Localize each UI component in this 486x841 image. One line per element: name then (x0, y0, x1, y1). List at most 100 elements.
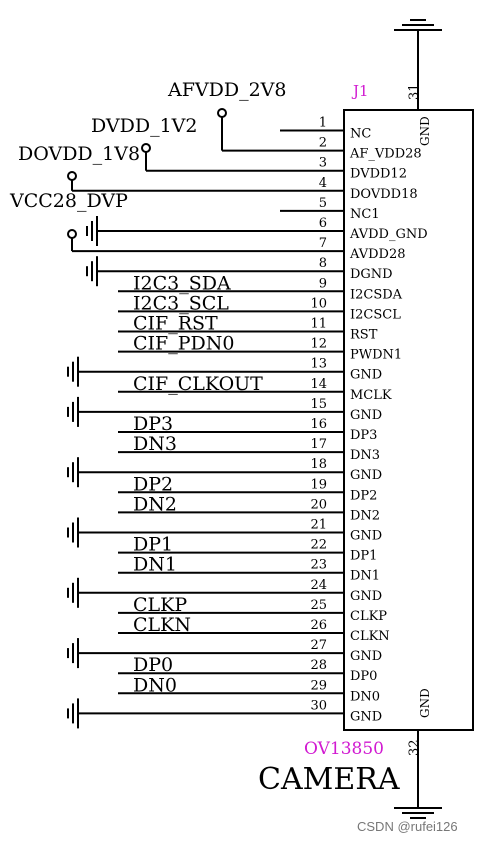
pin-name-3: DVDD12 (350, 167, 407, 182)
pin-name-11: RST (350, 328, 378, 343)
pin-number-26: 26 (310, 618, 327, 633)
pin-number-28: 28 (310, 658, 327, 673)
pin-number-25: 25 (310, 598, 327, 613)
pin-name-6: AVDD_GND (349, 227, 428, 242)
net-label-pin29: DN0 (133, 674, 177, 696)
designator: J1 (351, 82, 369, 100)
pin-number-19: 19 (310, 477, 327, 492)
top-pin-number: 31 (407, 83, 422, 100)
pin-number-2: 2 (319, 136, 327, 151)
pin-number-15: 15 (310, 397, 327, 412)
pin-number-9: 9 (319, 276, 327, 291)
net-label-pin22: DP1 (133, 534, 173, 556)
net-label-dvdd: DVDD_1V2 (91, 115, 198, 137)
ground-symbol-pin18 (67, 457, 79, 488)
pin-number-14: 14 (310, 377, 327, 392)
pin-name-17: DN3 (350, 448, 380, 463)
pin-name-1: NC (350, 127, 371, 142)
net-label-pin16: DP3 (133, 413, 173, 435)
net-label-pin11: CIF_RST (133, 313, 218, 335)
ground-symbol-bottom (394, 807, 442, 819)
ground-symbol-pin15 (67, 396, 79, 427)
pin-name-2: AF_VDD28 (349, 147, 422, 162)
pin-number-18: 18 (310, 457, 327, 472)
bottom-pin-name: GND (418, 688, 432, 718)
pin-number-11: 11 (310, 317, 327, 332)
power-port-afvdd (217, 108, 227, 118)
component-title: CAMERA (258, 762, 400, 797)
net-label-pin23: DN1 (133, 554, 177, 576)
ground-symbol-pin30 (67, 698, 79, 729)
pin-name-22: DP1 (350, 549, 377, 564)
power-port-dovdd (67, 171, 77, 181)
part-number: OV13850 (304, 739, 384, 759)
pin-number-21: 21 (310, 518, 327, 533)
symbols (67, 19, 474, 819)
pin-name-12: PWDN1 (350, 348, 402, 363)
net-label-dovdd: DOVDD_1V8 (18, 143, 140, 165)
pin-name-21: GND (350, 529, 382, 544)
pin-number-1: 1 (319, 116, 327, 131)
pin-name-28: DP0 (350, 669, 377, 684)
pin-number-30: 30 (310, 698, 327, 713)
pin-number-23: 23 (310, 558, 327, 573)
net-label-pin10: I2C3_SCL (133, 292, 229, 314)
pin-name-20: DN2 (350, 508, 380, 523)
pin-number-4: 4 (319, 176, 327, 191)
pin-number-20: 20 (310, 497, 327, 512)
net-label-pin17: DN3 (133, 433, 177, 455)
ground-symbol-pin6 (86, 216, 98, 246)
net-label-pin9: I2C3_SDA (133, 272, 231, 294)
pin-name-14: MCLK (350, 388, 392, 403)
pin-number-16: 16 (310, 417, 327, 432)
ground-symbol-pin24 (67, 577, 79, 608)
power-port-dvdd (141, 143, 151, 153)
pin-name-24: GND (350, 589, 382, 604)
pin-name-29: DN0 (350, 689, 380, 704)
pin-name-8: DGND (350, 267, 393, 282)
net-label-vcc: VCC28_DVP (9, 190, 128, 212)
net-label-pin19: DP2 (133, 473, 173, 495)
pin-name-18: GND (350, 468, 382, 483)
labels: 1 NC 2 AF_VDD28 3 DVDD12 4 DOVDD18 5 NC1 6 AVDD_GND… (133, 116, 428, 725)
ground-symbol-pin8 (86, 256, 98, 287)
pin-number-22: 22 (310, 538, 327, 553)
pin-name-16: DP3 (350, 428, 377, 443)
pin-name-19: DP2 (350, 488, 377, 503)
pin-number-3: 3 (319, 156, 327, 171)
pin-number-29: 29 (310, 678, 327, 693)
pin-number-10: 10 (310, 296, 327, 311)
component-body (343, 109, 474, 731)
net-label-afvdd: AFVDD_2V8 (167, 79, 287, 101)
pin-number-8: 8 (319, 256, 327, 271)
ground-symbol-pin27 (67, 638, 79, 669)
pin-name-4: DOVDD18 (350, 187, 418, 202)
pin-name-26: CLKN (350, 629, 390, 644)
pin-number-12: 12 (310, 337, 327, 352)
pin-number-6: 6 (319, 216, 327, 231)
pin-name-27: GND (350, 649, 382, 664)
net-label-pin12: CIF_PDN0 (133, 333, 234, 355)
bottom-pin-number: 32 (407, 739, 422, 756)
pin-name-13: GND (350, 368, 382, 383)
pin-name-5: NC1 (350, 207, 380, 222)
top-pin-name: GND (418, 116, 432, 146)
pin-name-10: I2CSCL (350, 307, 401, 322)
net-label-pin14: CIF_CLKOUT (133, 373, 263, 395)
pin-number-24: 24 (310, 578, 327, 593)
net-label-pin26: CLKN (133, 614, 191, 636)
pin-name-9: I2CSDA (350, 287, 403, 302)
pin-name-7: AVDD28 (349, 247, 406, 262)
pin-number-7: 7 (319, 236, 327, 251)
ground-symbol-top (394, 19, 442, 31)
net-label-pin20: DN2 (133, 493, 177, 515)
pin-name-30: GND (350, 709, 382, 724)
pin-number-27: 27 (310, 638, 327, 653)
pin-name-25: CLKP (350, 609, 387, 624)
pin-number-17: 17 (310, 437, 327, 452)
pin-number-13: 13 (310, 357, 327, 372)
pin-name-23: DN1 (350, 569, 380, 584)
net-label-pin28: DP0 (133, 654, 173, 676)
ground-symbol-pin13 (67, 356, 79, 387)
wires (71, 30, 419, 808)
